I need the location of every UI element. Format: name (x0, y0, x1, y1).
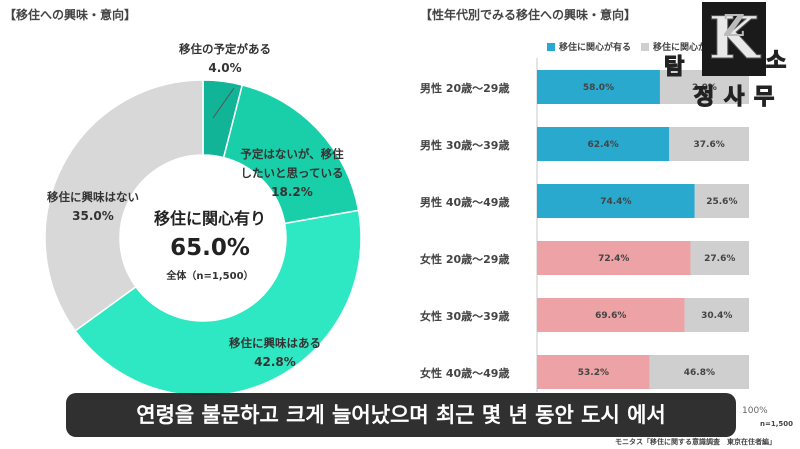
bar-row-label: 女性 40歳〜49歳 (420, 367, 510, 380)
bar-segment-interested (537, 184, 695, 218)
logo-char-so: 소 (766, 49, 786, 74)
bar-value-not-interested: 27.6% (704, 254, 735, 264)
bar-value-interested: 74.4% (600, 197, 631, 207)
legend-item-not-interested: 移住に関心が無い (641, 40, 725, 53)
donut-label-planned-value: 4.0% (208, 60, 242, 75)
donut-slice-not-interested (44, 79, 204, 332)
bar-row-label: 女性 30歳〜39歳 (420, 310, 510, 323)
donut-center-value: 65.0% (170, 235, 250, 261)
donut-label-interested-value: 42.8% (254, 354, 296, 369)
bar-segment-interested (537, 241, 691, 275)
donut-chart (44, 79, 362, 397)
bar-segment-not-interested (669, 127, 749, 161)
legend-label-not-interested: 移住に関心が無い (653, 43, 726, 53)
logo-letter-k: K (709, 4, 762, 72)
bar-segment-not-interested (694, 184, 749, 218)
donut-label-want-line2: したいと思っている (240, 165, 344, 180)
logo-char-jeong: 정 (694, 85, 714, 110)
bar-segment-interested (537, 70, 660, 104)
source-note: モニタス「移住に関する意識調査 東京在住者編」 (615, 438, 776, 446)
bar-value-interested: 53.2% (578, 368, 609, 378)
bar-value-not-interested: 46.8% (684, 368, 715, 378)
donut-label-interested-name: 移住に興味はある (229, 336, 321, 350)
axis-100-label: 100% (742, 406, 768, 416)
bar-segment-not-interested (690, 241, 749, 275)
bar-legend: 移住に関心が有る 移住に関心が無い (547, 40, 725, 53)
bar-row-label: 男性 40歳〜49歳 (420, 196, 510, 209)
donut-slice-want (222, 84, 360, 225)
bar-row-label: 男性 20歳〜29歳 (420, 82, 510, 95)
donut-label-not-interested: 移住に興味はない 35.0% (38, 188, 148, 227)
logo-char-tam: 탐 (664, 55, 684, 80)
donut-label-interested: 移住に興味はある 42.8% (220, 334, 330, 373)
donut-label-planned-name: 移住の予定がある (179, 42, 271, 56)
bar-value-interested: 58.0% (583, 83, 614, 93)
donut-center-title: 移住に関心有り (153, 209, 266, 228)
donut-label-planned: 移住の予定がある 4.0% (165, 40, 285, 79)
donut-label-want: 予定はないが、移住 したいと思っている 18.2% (232, 145, 352, 203)
bar-value-not-interested: 25.6% (706, 197, 737, 207)
left-chart-title: 【移住への興味・意向】 (4, 8, 137, 22)
legend-label-interested: 移住に関心が有る (559, 43, 632, 53)
logo-backdrop (702, 2, 766, 76)
bar-value-not-interested: 37.6% (694, 140, 725, 150)
bar-value-interested: 62.4% (588, 140, 619, 150)
donut-slice-interested (74, 209, 362, 397)
logo-letter-z: Z (723, 9, 745, 44)
donut-label-want-value: 18.2% (271, 184, 313, 199)
sample-size-note: n=1,500 (760, 420, 793, 428)
donut-leader-line (212, 87, 235, 119)
donut-label-not-interested-value: 35.0% (72, 208, 114, 223)
donut-center: 移住に関心有り 65.0% 全体（n=1,500） (130, 205, 290, 282)
bar-segment-interested (537, 355, 650, 389)
legend-swatch-interested (547, 42, 555, 51)
donut-center-sample: 全体（n=1,500） (166, 271, 254, 282)
bar-row-label: 男性 30歳〜39歳 (420, 139, 510, 152)
bar-row-label: 女性 20歳〜29歳 (420, 253, 510, 266)
donut-label-not-interested-name: 移住に興味はない (47, 190, 139, 204)
bar-segment-not-interested (684, 298, 749, 332)
bar-value-interested: 69.6% (595, 311, 626, 321)
logo-char-sa: 사 (724, 85, 745, 110)
bar-segment-interested (537, 298, 685, 332)
channel-logo: K Z 탐 소 정 사 무 (663, 2, 787, 110)
logo-char-mu: 무 (754, 85, 774, 110)
right-chart-title: 【性年代別でみる移住への興味・意向】 (420, 8, 637, 22)
bar-value-interested: 72.4% (598, 254, 629, 264)
bar-segment-interested (537, 127, 670, 161)
bar-value-not-interested: 2.0% (692, 83, 717, 93)
legend-item-interested: 移住に関心が有る (547, 40, 631, 53)
video-subtitle: 연령을 불문하고 크게 늘어났으며 최근 몇 년 동안 도시 에서 (66, 393, 736, 437)
legend-swatch-not-interested (641, 42, 650, 51)
bar-value-not-interested: 30.4% (701, 311, 732, 321)
donut-label-want-line1: 予定はないが、移住 (240, 147, 344, 161)
bar-segment-not-interested (649, 355, 749, 389)
